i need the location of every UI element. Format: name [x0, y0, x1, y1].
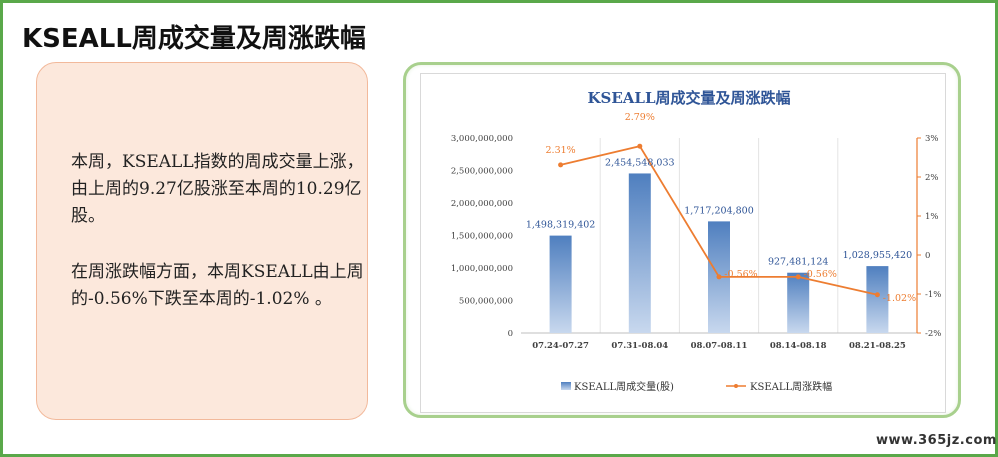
page-title: KSEALL周成交量及周涨跌幅 [22, 24, 366, 54]
change-point-label: -0.56% [724, 269, 757, 280]
left-axis-tick-label: 2,000,000,000 [451, 199, 513, 209]
legend-bar-swatch [561, 382, 571, 390]
volume-bar [628, 173, 651, 333]
volume-bar [866, 266, 889, 333]
volume-bar-label: 1,717,204,800 [684, 205, 754, 216]
legend-line-label: KSEALL周涨跌幅 [750, 380, 832, 393]
x-axis-tick-label: 07.31-08.04 [611, 341, 668, 351]
commentary-paragraph-change: 在周涨跌幅方面，本周KSEALL由上周的-0.56%下跌至本周的-1.02% 。 [71, 262, 364, 309]
right-axis-tick-label: 3% [925, 134, 939, 144]
right-axis-tick-label: -1% [925, 290, 941, 300]
right-axis-tick-label: 1% [925, 212, 939, 222]
legend-line-marker [734, 384, 738, 388]
x-axis-tick-label: 08.21-08.25 [849, 341, 906, 351]
right-axis-tick-label: 0 [925, 251, 930, 261]
right-axis-tick-label: 2% [925, 173, 939, 183]
change-point-label: 2.31% [546, 145, 576, 156]
chart-area: KSEALL周成交量及周涨跌幅 0 500,000,000 1,000,000,00… [420, 73, 946, 413]
volume-bar-label: 2,454,548,033 [605, 157, 675, 168]
change-point [874, 292, 880, 298]
left-axis-tick-label: 500,000,000 [459, 297, 513, 307]
change-point [558, 162, 564, 168]
commentary-paragraph-volume: 本周，KSEALL指数的周成交量上涨，由上周的9.27亿股涨至本周的10.29亿… [71, 152, 364, 226]
left-axis-tick-label: 2,500,000,000 [451, 167, 513, 177]
volume-bar [787, 272, 810, 333]
change-point-label: -0.56% [804, 269, 837, 280]
change-point-label: -1.02% [883, 293, 916, 304]
x-axis-tick-label: 08.14-08.18 [770, 341, 827, 351]
commentary-panel: 本周，KSEALL指数的周成交量上涨，由上周的9.27亿股涨至本周的10.29亿… [36, 62, 368, 420]
chart-title: KSEALL周成交量及周涨跌幅 [587, 89, 790, 107]
volume-change-chart: KSEALL周成交量及周涨跌幅 0 500,000,000 1,000,000,00… [451, 89, 942, 393]
change-point [795, 274, 801, 280]
volume-bar [549, 235, 572, 333]
volume-bar-label: 927,481,124 [768, 257, 828, 268]
change-point-label: 2.79% [625, 112, 655, 123]
x-axis-tick-label: 08.07-08.11 [691, 341, 748, 351]
legend-bar-label: KSEALL周成交量(股) [574, 380, 674, 393]
x-axis-tick-label: 07.24-07.27 [532, 341, 589, 351]
change-point [716, 274, 722, 280]
volume-bar-label: 1,498,319,402 [526, 220, 596, 231]
change-point [637, 143, 643, 149]
left-axis-tick-label: 3,000,000,000 [451, 134, 513, 144]
left-axis-tick-label: 1,000,000,000 [451, 264, 513, 274]
right-axis-tick-label: -2% [925, 329, 941, 339]
left-axis-tick-label: 1,500,000,000 [451, 232, 513, 242]
watermark: www.365jz.com [876, 433, 997, 448]
left-axis-tick-label: 0 [508, 329, 513, 339]
volume-bar-label: 1,028,955,420 [843, 250, 913, 261]
